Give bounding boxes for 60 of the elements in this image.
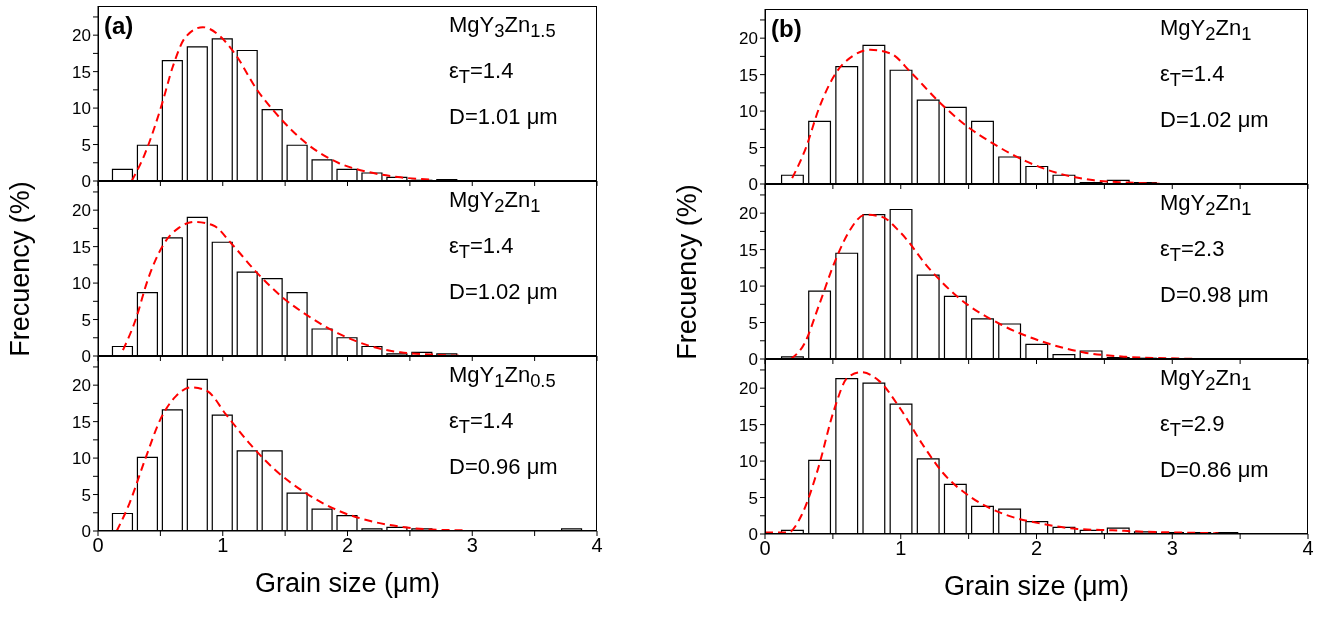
y-tick-label: 20: [739, 379, 758, 399]
x-tick-label: 2: [1030, 537, 1043, 560]
y-tick-label: 20: [739, 29, 758, 49]
y-tick-label: 0: [748, 350, 758, 370]
y-tick-label: 10: [72, 99, 91, 119]
y-tick-label: 20: [72, 376, 91, 396]
y-tick-label: 10: [739, 277, 758, 297]
y-tick-label: 5: [81, 135, 91, 155]
chart-title: (b): [771, 15, 802, 43]
annotation: D=1.01 μm: [449, 103, 558, 131]
y-tick-label: 5: [81, 310, 91, 330]
x-tick-label: 1: [217, 534, 229, 557]
annotation: ε$_{T}$=1.4: [1160, 60, 1225, 93]
x-tick-label: 1: [895, 537, 907, 560]
y-tick-label: 15: [739, 415, 758, 435]
annotation: MgY$_{1}$Zn$_{0.5}$: [449, 361, 556, 394]
y-tick-label: 5: [748, 138, 758, 158]
x-tick-label: 4: [1302, 537, 1314, 560]
x-tick-label: 3: [466, 534, 478, 557]
y-tick-label: 0: [81, 347, 91, 367]
y-tick-label: 20: [72, 26, 91, 46]
annotation: ε$_{T}$=1.4: [449, 407, 514, 440]
x-tick-label: 4: [591, 534, 603, 557]
annotation: MgY$_{3}$Zn$_{1.5}$: [449, 11, 556, 44]
y-tick-label: 20: [739, 204, 758, 224]
y-tick-label: 10: [72, 449, 91, 469]
annotation: D=1.02 μm: [449, 278, 558, 306]
y-tick-label: 5: [81, 485, 91, 505]
annotation: ε$_{T}$=1.4: [449, 57, 514, 90]
y-tick-label: 15: [739, 240, 758, 260]
annotation: MgY$_{2}$Zn$_{1}$: [1160, 364, 1252, 397]
x-axis-title: Grain size (μm): [943, 570, 1130, 602]
y-tick-label: 0: [81, 172, 91, 192]
y-tick-label: 15: [72, 412, 91, 432]
y-tick-label: 5: [748, 313, 758, 333]
annotation: D=0.96 μm: [449, 453, 558, 481]
annotation: D=1.02 μm: [1160, 106, 1269, 134]
annotation: ε$_{T}$=1.4: [449, 232, 514, 265]
y-tick-label: 15: [72, 62, 91, 82]
y-axis-title: Frecuency (%): [671, 183, 703, 360]
annotation: D=0.86 μm: [1160, 456, 1269, 484]
y-tick-label: 15: [72, 237, 91, 257]
y-tick-label: 10: [72, 274, 91, 294]
x-tick-label: 3: [1166, 537, 1178, 560]
annotation: MgY$_{2}$Zn$_{1}$: [1160, 14, 1252, 47]
y-tick-label: 5: [748, 488, 758, 508]
y-tick-label: 0: [748, 175, 758, 195]
annotation: ε$_{T}$=2.3: [1160, 235, 1225, 268]
y-tick-label: 15: [739, 65, 758, 85]
annotation: D=0.98 μm: [1160, 281, 1269, 309]
y-tick-label: 10: [739, 102, 758, 122]
x-tick-label: 2: [341, 534, 354, 557]
annotation: MgY$_{2}$Zn$_{1}$: [1160, 189, 1252, 222]
annotation: ε$_{T}$=2.9: [1160, 410, 1225, 443]
y-axis-title: Frecuency (%): [4, 180, 36, 357]
x-axis-title: Grain size (μm): [254, 567, 441, 599]
chart-title: (a): [104, 12, 134, 40]
y-tick-label: 20: [72, 201, 91, 221]
y-tick-label: 10: [739, 452, 758, 472]
annotation: MgY$_{2}$Zn$_{1}$: [449, 186, 541, 219]
